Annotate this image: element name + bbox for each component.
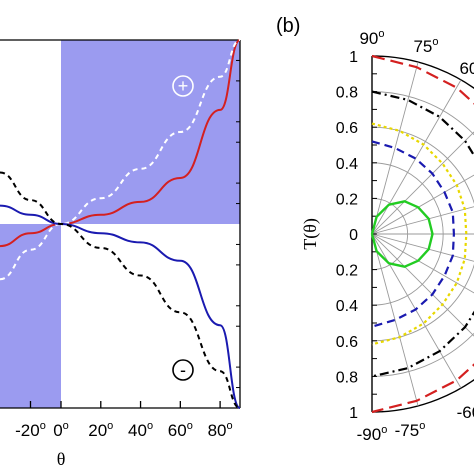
panel-b: (b) T(θ) 1 0.8 0.6 0.4 0.2 0 0.2 0.4 0.6 0.8 1 90o… <box>276 15 474 444</box>
series-line-2 <box>0 39 241 281</box>
polar-spoke <box>371 233 474 262</box>
shade-quadrant-lower-left <box>0 224 61 408</box>
panel-label-b: (b) <box>276 15 300 37</box>
radial-tick-label: 1 <box>349 49 358 66</box>
angle-label-top: 90o <box>359 28 384 48</box>
polar-spoke <box>371 131 474 235</box>
angle-label-bottom: -75o <box>395 420 426 440</box>
plus-symbol: + <box>178 76 189 96</box>
y-axis-label: T(θ) <box>300 218 321 250</box>
polar-ring <box>371 126 474 342</box>
radial-tick-label: 0.6 <box>336 120 358 137</box>
radial-tick-label: 0.6 <box>336 334 358 351</box>
radial-tick-label: 0 <box>349 227 358 244</box>
radial-ticks: 1 0.8 0.6 0.4 0.2 0 0.2 0.4 0.6 0.8 1 <box>336 49 358 422</box>
series-line-3 <box>0 204 241 409</box>
polar-spoke <box>371 233 419 407</box>
polar-spoke <box>371 61 419 235</box>
shaded-regions <box>0 40 240 408</box>
polar-spoke <box>371 233 462 389</box>
radial-tick-label: 0.8 <box>336 85 358 102</box>
polar-series-4 <box>371 140 455 328</box>
polar-series <box>370 54 474 414</box>
polar-spoke <box>371 233 474 337</box>
angle-label-top: 75o <box>413 36 438 56</box>
annotations: + - <box>172 75 194 381</box>
panel-a: -20o 0o 20o 40o 60o 80o + - θ <box>0 39 241 469</box>
radial-tick-label: 0.2 <box>336 191 358 208</box>
polar-spoke <box>371 206 474 235</box>
x-tick-label: 20o <box>88 420 113 440</box>
radial-tick-label: 0.2 <box>336 263 358 280</box>
angle-labels: 90o 75o 60o -90o -75o -60o <box>357 28 474 444</box>
angle-label-bottom: -90o <box>357 424 388 444</box>
x-tick-label: 0o <box>53 420 69 440</box>
x-tick-label: -20o <box>15 420 46 440</box>
series-line-4 <box>0 171 241 409</box>
plus-circle <box>172 75 194 97</box>
polar-grid <box>371 55 474 413</box>
polar-series-5 <box>370 200 434 268</box>
shade-quadrant-upper-right <box>61 40 240 224</box>
x-tick-label: 60o <box>168 420 193 440</box>
radial-tick-label: 0.8 <box>336 369 358 386</box>
x-axis-label: θ <box>57 449 66 469</box>
polar-ring <box>371 91 474 377</box>
series-lines <box>0 39 241 409</box>
series-line-1 <box>0 39 241 248</box>
plot-frame <box>0 39 241 409</box>
polar-ring <box>371 55 474 413</box>
radial-tick-label: 1 <box>349 405 358 422</box>
polar-series-3 <box>371 122 468 346</box>
minus-circle <box>172 359 194 381</box>
x-tick-label: 40o <box>128 420 153 440</box>
radial-tick-label: 0.4 <box>336 156 358 173</box>
radial-tick-label: 0.4 <box>336 298 358 315</box>
x-tick-label: 80o <box>208 420 233 440</box>
polar-spoke <box>371 233 474 294</box>
polar-spoke <box>371 174 474 235</box>
angle-label-top: 60o <box>459 58 474 78</box>
polar-series-2 <box>371 90 474 378</box>
polar-spoke <box>371 79 462 235</box>
angle-label-bottom: -60o <box>457 402 474 422</box>
minus-symbol: - <box>180 360 186 380</box>
